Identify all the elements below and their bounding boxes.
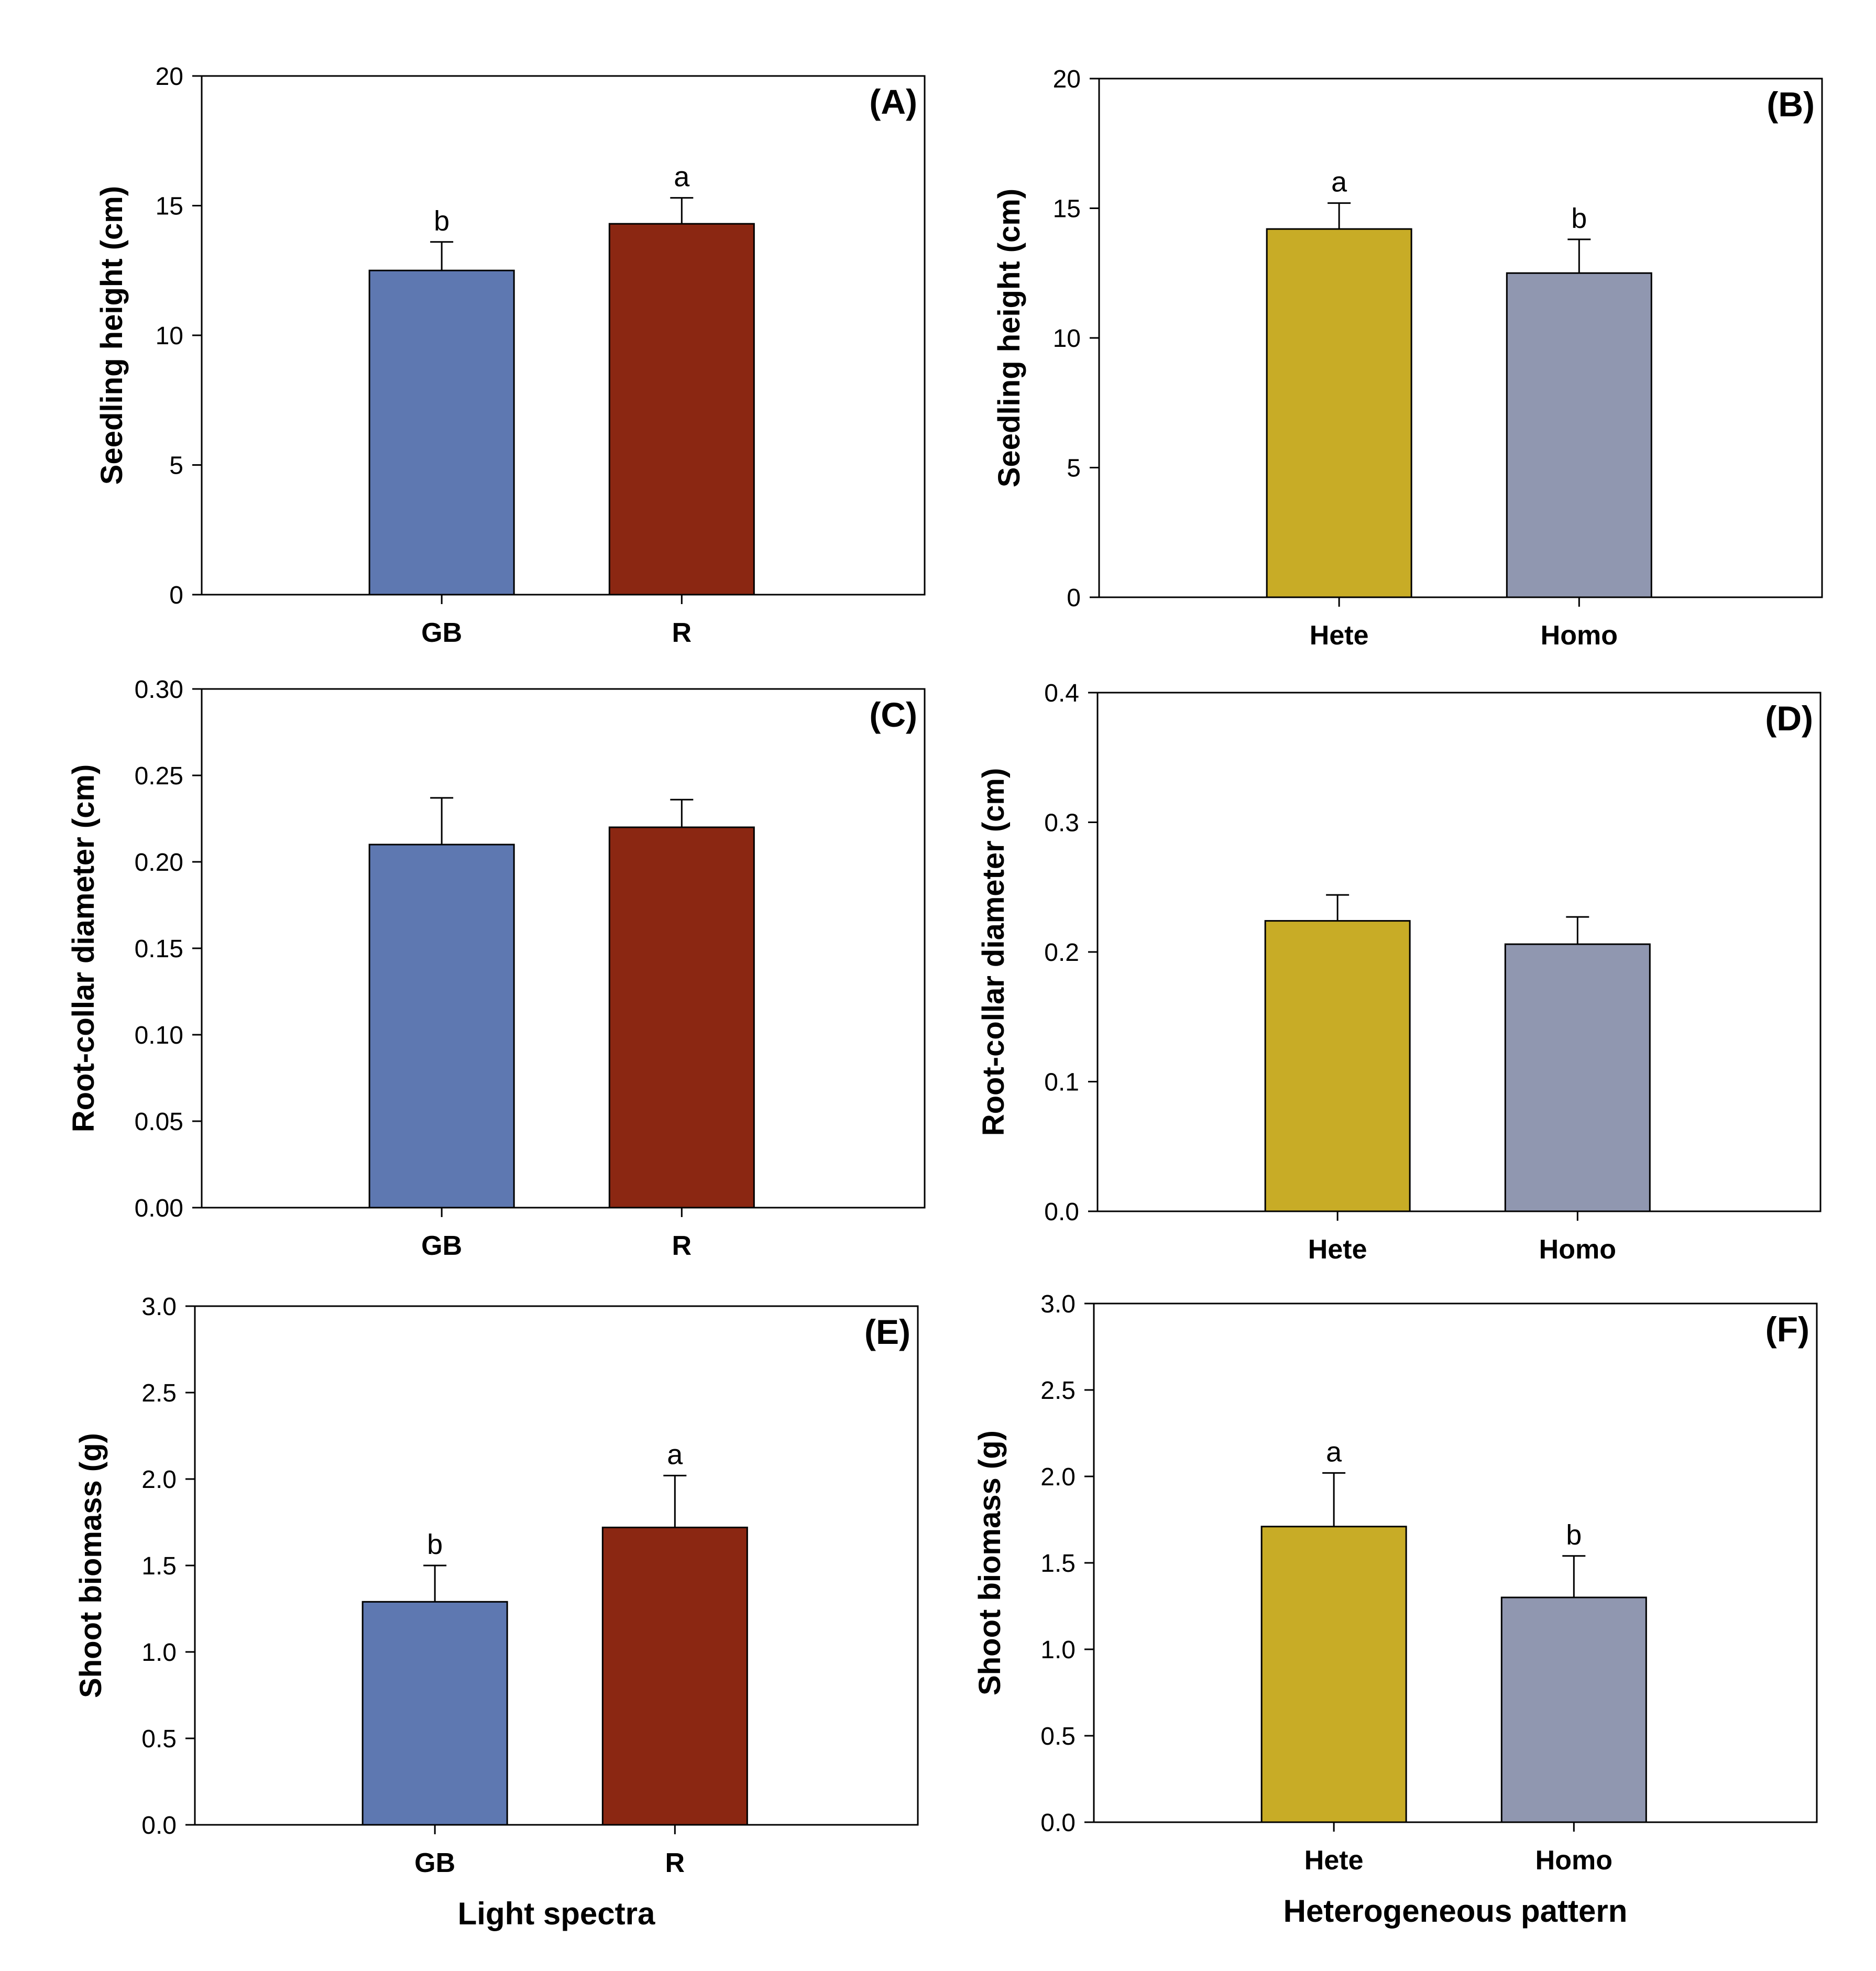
x-tick-label: Hete — [1308, 1234, 1367, 1265]
bar-hete — [1266, 228, 1412, 598]
plot-frame — [1098, 78, 1823, 598]
y-tick-label: 20 — [1053, 65, 1081, 93]
y-tick-label: 3.0 — [1040, 1290, 1076, 1318]
y-tick-label: 2.0 — [141, 1466, 177, 1494]
y-tick-label: 0.3 — [1044, 809, 1079, 837]
significance-letter: a — [674, 161, 690, 193]
y-axis-label: Shoot biomass (g) — [74, 1433, 108, 1698]
y-axis-label: Shoot biomass (g) — [973, 1430, 1007, 1695]
chart-panel-a: b GB a R 0 5 10 15 20 (A) Seedling height (cm) — [95, 63, 926, 648]
chart-panel-c: GB R 0.00 0.05 0.10 0.15 0.20 0.25 0.30 (C) Root-c… — [67, 676, 926, 1261]
panel-label: (B) — [1767, 85, 1815, 124]
y-tick-label: 1.5 — [141, 1552, 177, 1580]
y-tick-label: 10 — [156, 322, 183, 350]
y-tick-label: 0.10 — [135, 1022, 183, 1049]
bar-gb — [368, 844, 515, 1209]
chart-panel-b: a Hete b Homo 0 5 10 15 20 (B) Seedling height (cm… — [992, 65, 1823, 651]
y-tick-label: 0.00 — [135, 1195, 183, 1222]
y-tick-label: 0 — [169, 582, 183, 609]
y-tick-label: 0.0 — [1040, 1809, 1076, 1837]
chart-panel-f: a Hete b Homo 0.0 0.5 1.0 1.5 2.0 2.5 3.0 (F) Shoot … — [973, 1290, 1818, 1929]
y-axis-label: Root-collar diameter (cm) — [67, 764, 101, 1133]
y-tick-label: 0.0 — [141, 1812, 177, 1839]
bar-homo — [1506, 272, 1652, 598]
y-tick-label: 1.0 — [1040, 1636, 1076, 1664]
x-tick-label: Hete — [1304, 1845, 1364, 1876]
plot-frame — [201, 75, 926, 596]
bar-r — [601, 1526, 748, 1826]
y-tick-label: 0.4 — [1044, 680, 1079, 707]
bar-gb — [361, 1601, 508, 1826]
y-tick-label: 0.20 — [135, 849, 183, 877]
significance-letter: a — [1326, 1436, 1342, 1468]
y-tick-label: 2.0 — [1040, 1463, 1076, 1491]
y-axis-label: Root-collar diameter (cm) — [977, 768, 1011, 1136]
y-tick-label: 10 — [1053, 325, 1081, 353]
x-tick-label: Homo — [1539, 1234, 1616, 1265]
panel-label: (A) — [869, 82, 917, 121]
x-tick-label: Hete — [1310, 620, 1369, 651]
panel-label: (E) — [864, 1312, 910, 1351]
x-tick-label: GB — [421, 1231, 462, 1261]
bar-r — [608, 223, 755, 596]
x-axis-label: Heterogeneous pattern — [1283, 1893, 1628, 1929]
y-tick-label: 2.5 — [141, 1379, 177, 1407]
significance-letter: b — [427, 1529, 443, 1560]
x-tick-label: GB — [414, 1848, 455, 1878]
x-tick-label: R — [672, 1231, 692, 1261]
y-tick-label: 1.0 — [141, 1639, 177, 1667]
y-tick-label: 2.5 — [1040, 1377, 1076, 1405]
y-tick-label: 5 — [169, 452, 183, 480]
significance-letter: a — [1331, 167, 1347, 198]
chart-panel-d: Hete Homo 0.0 0.1 0.2 0.3 0.4 (D) Root-collar di… — [977, 680, 1822, 1265]
x-axis-label: Light spectra — [458, 1896, 655, 1931]
y-tick-label: 0.2 — [1044, 939, 1079, 967]
bar-hete — [1264, 920, 1411, 1212]
y-axis-label: Seedling height (cm) — [992, 189, 1026, 487]
y-tick-label: 0.5 — [141, 1725, 177, 1753]
y-tick-label: 0.0 — [1044, 1198, 1079, 1226]
significance-letter: b — [434, 205, 449, 237]
bar-r — [608, 826, 755, 1209]
x-tick-label: Homo — [1535, 1845, 1612, 1876]
y-tick-label: 0.1 — [1044, 1069, 1079, 1097]
panel-label: (C) — [869, 695, 917, 734]
significance-letter: b — [1566, 1519, 1582, 1551]
panel-label: (D) — [1765, 699, 1813, 738]
chart-panel-e: b GB a R 0.0 0.5 1.0 1.5 2.0 2.5 3.0 (E) Shoot bioma… — [74, 1293, 919, 1931]
bar-homo — [1500, 1596, 1647, 1823]
y-axis-label: Seedling height (cm) — [95, 186, 129, 485]
y-tick-label: 1.5 — [1040, 1550, 1076, 1578]
y-tick-label: 0.5 — [1040, 1723, 1076, 1750]
y-tick-label: 5 — [1067, 455, 1081, 483]
y-tick-label: 15 — [156, 193, 183, 221]
bar-gb — [368, 269, 515, 596]
plot-frame — [1093, 1302, 1818, 1823]
x-tick-label: GB — [421, 618, 462, 648]
y-tick-label: 20 — [156, 63, 183, 91]
y-tick-label: 0.15 — [135, 935, 183, 963]
y-tick-label: 0 — [1067, 584, 1081, 612]
y-tick-label: 0.05 — [135, 1108, 183, 1136]
significance-letter: b — [1571, 203, 1587, 234]
panel-label: (F) — [1765, 1310, 1809, 1349]
bar-homo — [1504, 943, 1651, 1212]
significance-letter: a — [667, 1439, 683, 1470]
bar-hete — [1260, 1526, 1407, 1823]
plot-frame — [1096, 692, 1822, 1212]
plot-frame — [201, 688, 926, 1209]
x-tick-label: R — [672, 618, 692, 648]
y-tick-label: 0.30 — [135, 676, 183, 704]
plot-frame — [194, 1305, 919, 1826]
y-tick-label: 0.25 — [135, 762, 183, 790]
y-tick-label: 3.0 — [141, 1293, 177, 1321]
y-tick-label: 15 — [1053, 195, 1081, 223]
x-tick-label: R — [665, 1848, 685, 1878]
x-tick-label: Homo — [1541, 620, 1618, 651]
